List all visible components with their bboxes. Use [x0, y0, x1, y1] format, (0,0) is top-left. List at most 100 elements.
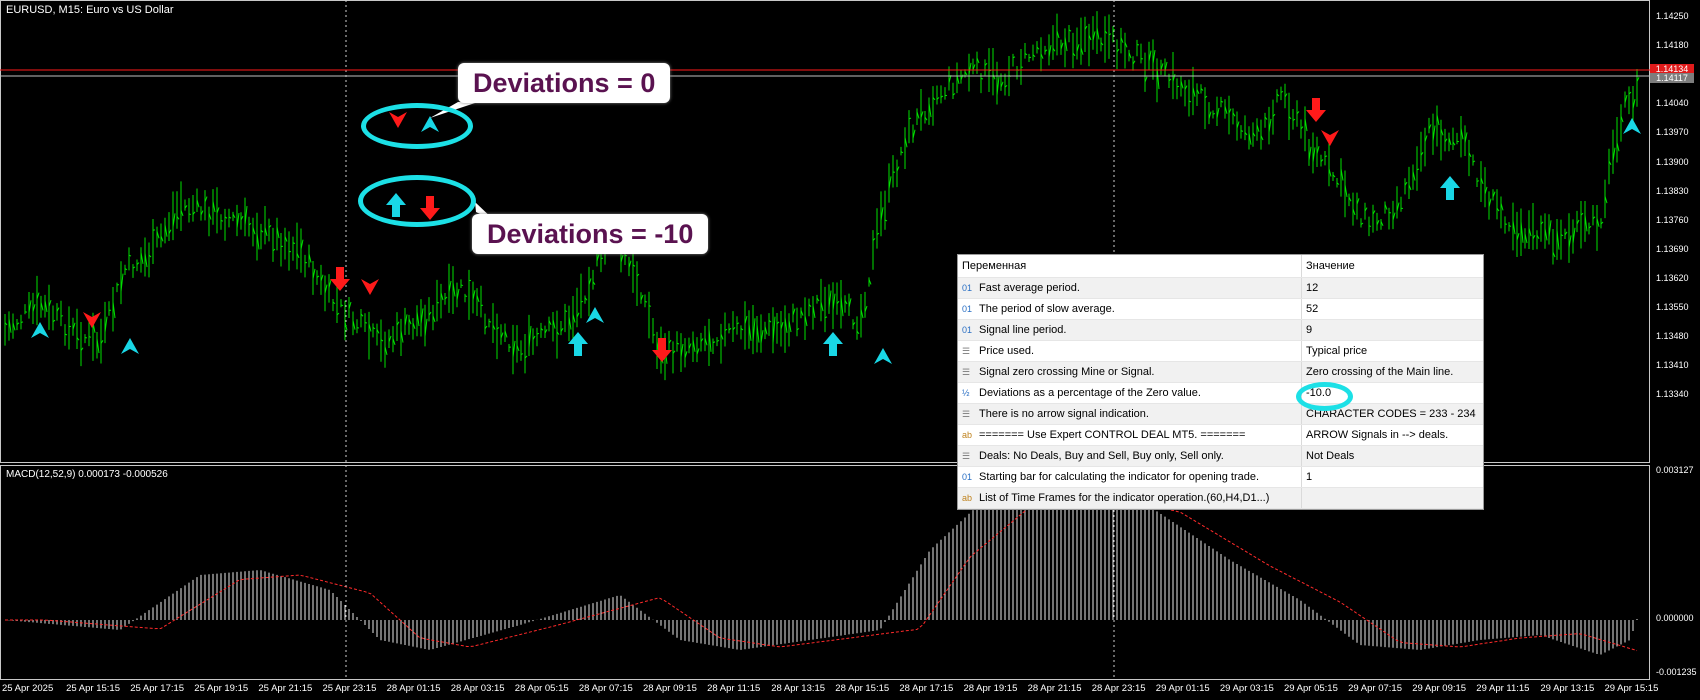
- price-bar-close-tick: [1436, 114, 1440, 126]
- price-bar-close-tick: [1584, 214, 1588, 232]
- price-bar-close-tick: [924, 116, 928, 121]
- price-bar-close-tick: [1628, 91, 1632, 95]
- price-bar-close-tick: [192, 211, 196, 215]
- price-bar-close-tick: [1512, 220, 1516, 235]
- price-bar-close-tick: [1120, 37, 1124, 43]
- highlight-ellipse-small-arrows: [361, 103, 473, 149]
- price-bar-close-tick: [536, 332, 540, 335]
- sell-arrow-icon: [652, 338, 672, 362]
- param-value[interactable]: Typical price: [1301, 340, 1483, 362]
- param-value[interactable]: 1: [1301, 466, 1483, 488]
- param-row[interactable]: 01 The period of slow average. 52: [958, 298, 1483, 320]
- price-bar-close-tick: [576, 312, 580, 318]
- param-value[interactable]: CHARACTER CODES = 233 - 234: [1301, 403, 1483, 425]
- price-bar-close-tick: [232, 213, 236, 219]
- price-bar-close-tick: [584, 297, 588, 301]
- price-bar-close-tick: [264, 227, 268, 237]
- price-bar-close-tick: [884, 219, 888, 222]
- price-bar-close-tick: [636, 273, 640, 277]
- price-bar-close-tick: [720, 333, 724, 340]
- price-bar-close-tick: [716, 340, 720, 342]
- ask-price-tag: 1.14117: [1650, 73, 1694, 83]
- param-row[interactable]: ☰ Signal zero crossing Mine or Signal. Zer…: [958, 361, 1483, 383]
- price-bar-close-tick: [336, 312, 340, 316]
- price-bar-close-tick: [148, 254, 152, 258]
- param-row[interactable]: ab List of Time Frames for the indicator …: [958, 487, 1483, 509]
- param-value[interactable]: Not Deals: [1301, 445, 1483, 467]
- param-value[interactable]: 9: [1301, 319, 1483, 341]
- price-bar-close-tick: [1380, 221, 1384, 227]
- price-bar-close-tick: [1604, 196, 1608, 204]
- price-tick-label: 1.14040: [1656, 98, 1689, 109]
- price-bar-close-tick: [208, 213, 212, 220]
- price-bar-close-tick: [404, 314, 408, 326]
- price-chart[interactable]: EURUSD, M15: Euro vs US Dollar: [0, 0, 1650, 463]
- price-bar-close-tick: [496, 327, 500, 330]
- price-bar-close-tick: [516, 345, 520, 352]
- price-tick-label: 1.13900: [1656, 156, 1689, 167]
- param-row[interactable]: ☰ Deals: No Deals, Buy and Sell, Buy only…: [958, 445, 1483, 467]
- price-bar-close-tick: [1036, 46, 1040, 50]
- price-bar-close-tick: [928, 103, 932, 118]
- macd-window[interactable]: MACD(12,52,9) 0.000173 -0.000526: [0, 465, 1650, 680]
- price-bar-close-tick: [1472, 160, 1476, 163]
- input-parameters-table[interactable]: Переменная Значение 01 Fast average perio…: [957, 254, 1484, 510]
- signal-arrows: [31, 98, 1641, 364]
- price-bar-close-tick: [1324, 155, 1328, 158]
- price-bar-close-tick: [352, 320, 356, 330]
- param-row[interactable]: ab ======= Use Expert CONTROL DEAL MT5. =…: [958, 424, 1483, 446]
- param-row[interactable]: ½ Deviations as a percentage of the Zero …: [958, 382, 1483, 404]
- price-bar-close-tick: [1336, 182, 1340, 185]
- price-bar-close-tick: [1308, 146, 1312, 161]
- price-bar-close-tick: [380, 339, 384, 342]
- price-bar-close-tick: [1328, 168, 1332, 177]
- price-bar-close-tick: [1184, 85, 1188, 90]
- param-name: ☰ Price used.: [958, 340, 1302, 362]
- price-bar-close-tick: [676, 342, 680, 345]
- price-bar-close-tick: [1240, 130, 1244, 132]
- price-bar-close-tick: [1412, 171, 1416, 181]
- price-bar-close-tick: [200, 210, 204, 216]
- price-bar-close-tick: [448, 280, 452, 293]
- price-bar-close-tick: [128, 254, 132, 257]
- price-bar-close-tick: [524, 355, 528, 359]
- price-bar-close-tick: [104, 316, 108, 333]
- param-value[interactable]: 12: [1301, 277, 1483, 299]
- price-bar-close-tick: [864, 305, 868, 313]
- sell-arrow-small-icon: [83, 312, 101, 328]
- param-row[interactable]: 01 Starting bar for calculating the indic…: [958, 466, 1483, 488]
- price-bar-close-tick: [1368, 225, 1372, 227]
- param-row[interactable]: 01 Fast average period. 12: [958, 277, 1483, 299]
- param-value[interactable]: Zero crossing of the Main line.: [1301, 361, 1483, 383]
- price-bar-close-tick: [1160, 63, 1164, 71]
- price-bar-close-tick: [1196, 89, 1200, 95]
- double-icon: ½: [962, 388, 970, 398]
- int-icon: 01: [962, 325, 973, 335]
- price-bar-close-tick: [888, 176, 892, 189]
- price-bar-close-tick: [1516, 233, 1520, 241]
- price-bars: [0, 0, 1650, 463]
- price-bar-close-tick: [1540, 221, 1544, 225]
- param-value[interactable]: ARROW Signals in --> deals.: [1301, 424, 1483, 446]
- buy-arrow-small-icon: [586, 307, 604, 323]
- price-bar-close-tick: [268, 225, 272, 228]
- param-row[interactable]: ☰ Price used. Typical price: [958, 340, 1483, 362]
- price-bar-close-tick: [1344, 184, 1348, 198]
- price-bar-close-tick: [80, 347, 84, 351]
- param-row[interactable]: 01 Signal line period. 9: [958, 319, 1483, 341]
- price-bar-close-tick: [64, 333, 68, 336]
- price-bar-close-tick: [980, 77, 984, 80]
- price-bar-close-tick: [176, 216, 180, 220]
- price-bar-close-tick: [1420, 152, 1424, 156]
- price-bar-close-tick: [1260, 135, 1264, 141]
- param-name: 01 The period of slow average.: [958, 298, 1302, 320]
- time-tick-label: 29 Apr 05:15: [1284, 683, 1338, 694]
- price-bar-close-tick: [792, 308, 796, 316]
- param-value[interactable]: 52: [1301, 298, 1483, 320]
- price-bar-close-tick: [484, 325, 488, 330]
- param-value[interactable]: [1301, 487, 1483, 509]
- price-bar-close-tick: [940, 95, 944, 98]
- param-row[interactable]: ☰ There is no arrow signal indication. CHA…: [958, 403, 1483, 425]
- macd-tick-label: 0.003127: [1656, 465, 1694, 475]
- price-bar-close-tick: [896, 166, 900, 172]
